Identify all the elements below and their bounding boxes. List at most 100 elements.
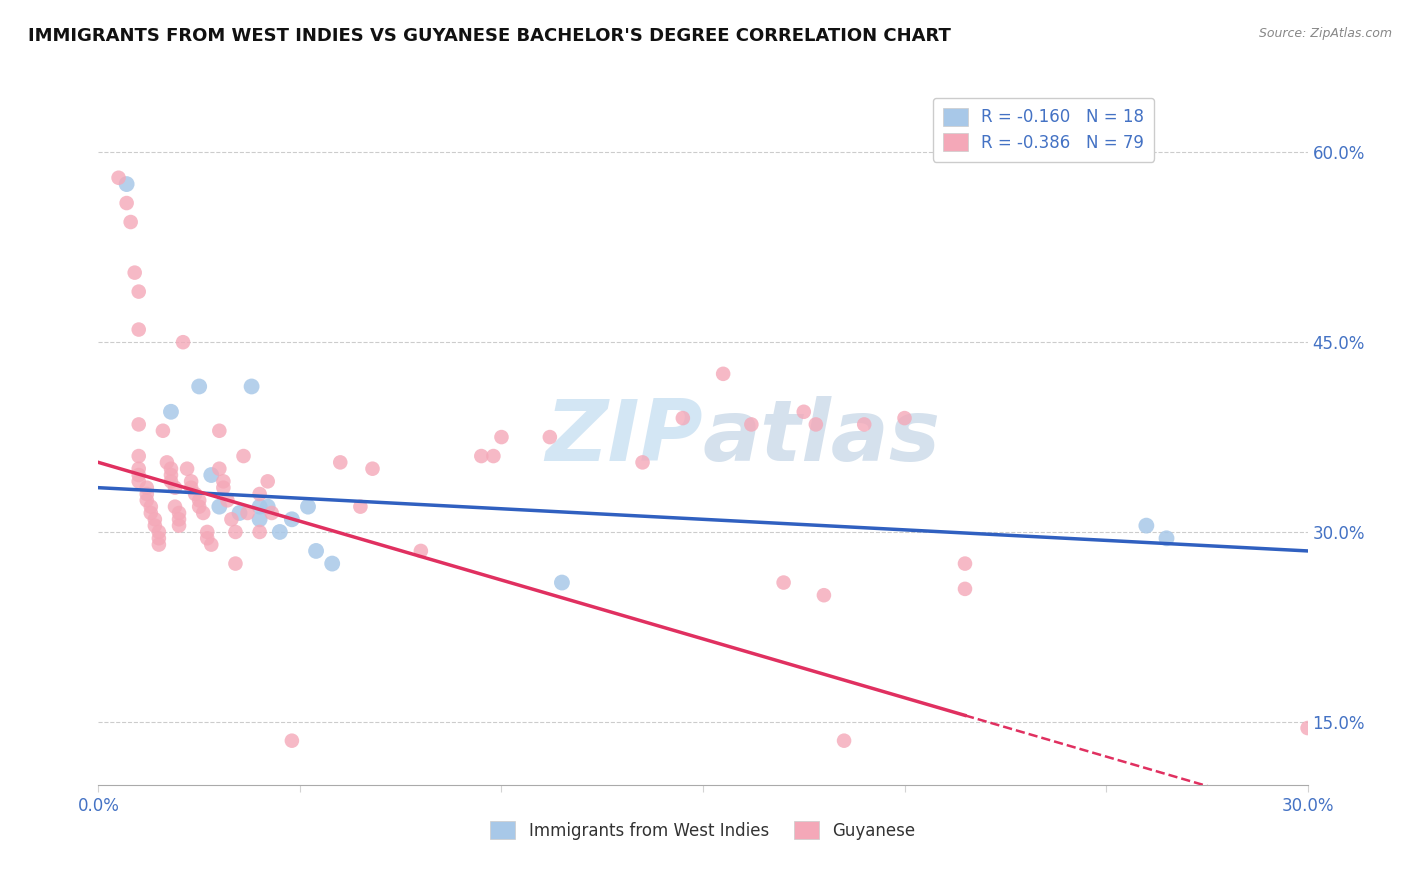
Point <box>148 524 170 539</box>
Point <box>160 468 183 483</box>
Point <box>208 500 231 514</box>
Point <box>148 531 170 545</box>
Point <box>256 500 278 514</box>
Point <box>167 512 190 526</box>
Point <box>224 557 246 571</box>
Point <box>163 481 186 495</box>
Text: atlas: atlas <box>703 395 941 479</box>
Point <box>193 506 215 520</box>
Point <box>135 493 157 508</box>
Legend: Immigrants from West Indies, Guyanese: Immigrants from West Indies, Guyanese <box>484 814 922 847</box>
Point <box>120 215 142 229</box>
Point <box>538 430 561 444</box>
Point <box>249 500 271 514</box>
Point <box>740 417 762 432</box>
Point <box>128 461 150 475</box>
Point <box>228 506 250 520</box>
Point <box>143 512 166 526</box>
Point <box>208 461 231 475</box>
Point <box>188 379 211 393</box>
Point <box>409 544 432 558</box>
Point <box>232 449 254 463</box>
Point <box>224 524 246 539</box>
Point <box>135 481 157 495</box>
Point <box>152 424 174 438</box>
Point <box>361 461 384 475</box>
Point <box>1135 518 1157 533</box>
Point <box>180 475 202 489</box>
Point <box>482 449 505 463</box>
Point <box>249 524 271 539</box>
Point <box>180 481 202 495</box>
Point <box>156 455 179 469</box>
Point <box>128 285 150 299</box>
Point <box>217 493 239 508</box>
Point <box>212 481 235 495</box>
Point <box>124 266 146 280</box>
Point <box>221 512 243 526</box>
Point <box>281 733 304 747</box>
Point <box>1296 721 1319 735</box>
Text: ZIP: ZIP <box>546 395 703 479</box>
Point <box>321 557 343 571</box>
Point <box>160 475 183 489</box>
Point <box>305 544 328 558</box>
Point <box>212 475 235 489</box>
Point <box>631 455 654 469</box>
Point <box>163 500 186 514</box>
Point <box>813 588 835 602</box>
Point <box>249 512 271 526</box>
Point <box>160 461 183 475</box>
Point <box>167 506 190 520</box>
Point <box>269 524 291 539</box>
Point <box>832 733 855 747</box>
Point <box>551 575 574 590</box>
Point <box>148 538 170 552</box>
Point <box>236 506 259 520</box>
Point <box>176 461 198 475</box>
Point <box>128 468 150 483</box>
Point <box>1156 531 1178 545</box>
Point <box>188 493 211 508</box>
Point <box>297 500 319 514</box>
Point <box>167 518 190 533</box>
Text: Source: ZipAtlas.com: Source: ZipAtlas.com <box>1258 27 1392 40</box>
Point <box>953 582 976 596</box>
Point <box>143 518 166 533</box>
Point <box>115 196 138 211</box>
Point <box>188 500 211 514</box>
Point <box>200 538 222 552</box>
Point <box>195 524 218 539</box>
Point <box>107 170 129 185</box>
Point <box>184 487 207 501</box>
Point <box>349 500 371 514</box>
Point <box>240 379 263 393</box>
Point <box>793 405 815 419</box>
Point <box>139 500 162 514</box>
Point <box>772 575 794 590</box>
Point <box>115 177 138 191</box>
Point <box>711 367 734 381</box>
Point <box>491 430 513 444</box>
Point <box>249 487 271 501</box>
Point <box>128 322 150 336</box>
Point <box>853 417 876 432</box>
Point <box>128 449 150 463</box>
Point <box>672 411 695 425</box>
Point <box>195 531 218 545</box>
Point <box>260 506 283 520</box>
Point <box>893 411 915 425</box>
Text: IMMIGRANTS FROM WEST INDIES VS GUYANESE BACHELOR'S DEGREE CORRELATION CHART: IMMIGRANTS FROM WEST INDIES VS GUYANESE … <box>28 27 950 45</box>
Point <box>128 417 150 432</box>
Point <box>172 335 194 350</box>
Point <box>470 449 492 463</box>
Point <box>329 455 352 469</box>
Point <box>804 417 827 432</box>
Point <box>256 475 278 489</box>
Point <box>200 468 222 483</box>
Point <box>135 487 157 501</box>
Point <box>128 475 150 489</box>
Point <box>139 506 162 520</box>
Point <box>281 512 304 526</box>
Point <box>208 424 231 438</box>
